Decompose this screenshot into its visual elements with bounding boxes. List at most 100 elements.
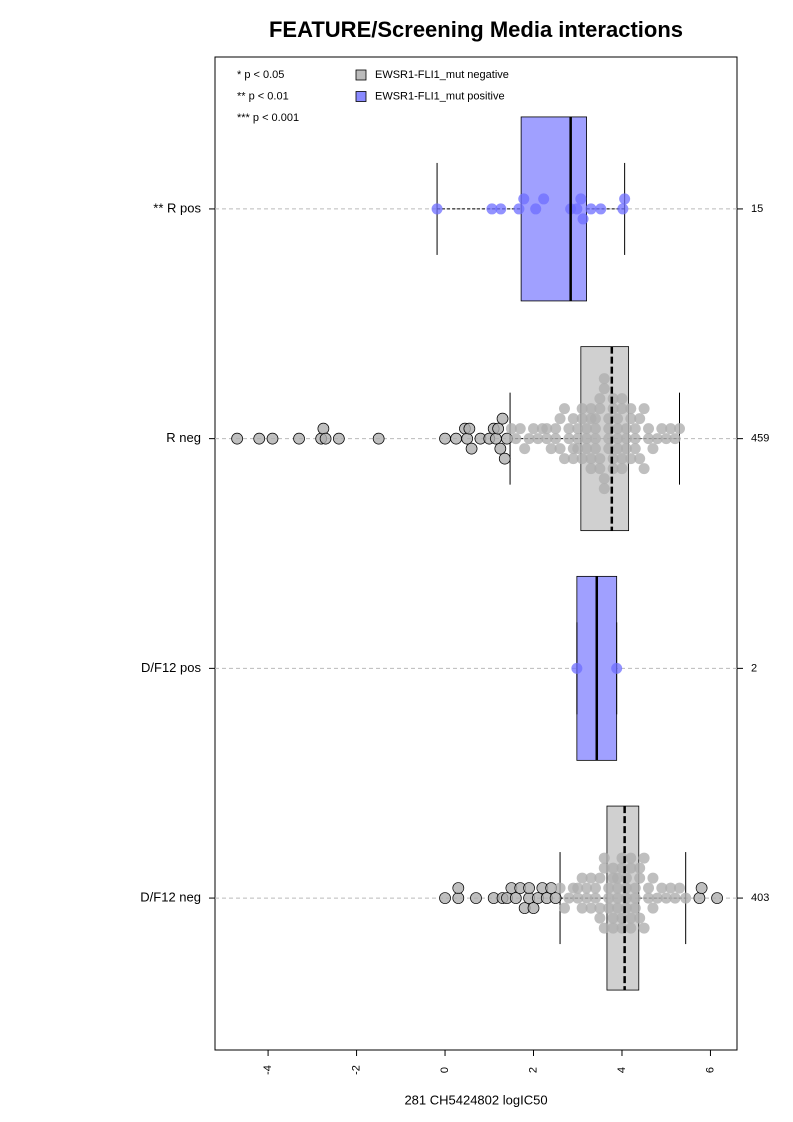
data-point	[576, 413, 588, 425]
legend-label: EWSR1-FLI1_mut negative	[375, 69, 509, 81]
data-point	[293, 432, 305, 445]
data-point	[581, 443, 593, 455]
data-point	[585, 872, 597, 884]
data-point	[439, 432, 451, 445]
data-point	[581, 433, 593, 445]
data-point	[656, 423, 668, 435]
data-point	[598, 383, 610, 395]
data-point	[607, 403, 619, 415]
data-point	[452, 892, 465, 904]
data-point	[563, 433, 575, 445]
data-point	[528, 423, 540, 435]
data-point	[486, 203, 498, 215]
data-point	[523, 882, 535, 894]
data-point	[509, 892, 522, 904]
data-point	[598, 373, 610, 385]
data-point	[589, 892, 601, 904]
data-point	[673, 882, 685, 894]
x-tick-label: 4	[616, 1067, 628, 1073]
data-point	[629, 423, 641, 435]
data-point	[571, 203, 583, 215]
data-point	[333, 432, 345, 445]
x-tick-label: -4	[262, 1065, 274, 1075]
data-point	[616, 453, 628, 465]
data-point	[372, 432, 385, 445]
data-point	[594, 403, 606, 415]
y-tick-label: D/F12 pos	[141, 660, 201, 675]
data-point	[563, 423, 575, 435]
data-point	[452, 882, 465, 894]
data-point	[669, 892, 681, 904]
data-point	[523, 433, 535, 445]
data-point	[558, 902, 570, 914]
data-point	[634, 872, 646, 884]
data-point	[665, 882, 677, 894]
data-point	[665, 423, 677, 435]
data-point	[612, 433, 624, 445]
data-point	[576, 453, 588, 465]
data-point	[695, 882, 708, 894]
data-point	[638, 403, 650, 415]
y-tick-label: ** R pos	[153, 200, 201, 215]
data-point	[494, 442, 507, 455]
data-point	[585, 403, 597, 415]
data-point	[625, 922, 637, 934]
data-point	[607, 393, 619, 405]
data-point	[612, 872, 624, 884]
data-point	[545, 443, 557, 455]
x-tick-label: 2	[527, 1067, 539, 1073]
data-point	[450, 432, 462, 445]
data-point	[490, 432, 502, 445]
data-point	[594, 393, 606, 405]
data-point	[638, 922, 650, 934]
data-point	[660, 433, 672, 445]
data-point	[598, 862, 610, 874]
data-point	[510, 433, 522, 445]
data-point	[711, 892, 723, 904]
data-point	[625, 862, 637, 874]
data-point	[558, 453, 570, 465]
data-point	[576, 902, 588, 914]
data-point	[492, 422, 504, 435]
legend-swatch	[355, 91, 367, 102]
data-point	[581, 882, 593, 894]
data-point	[612, 443, 624, 455]
plot-frame	[214, 56, 738, 1051]
data-point	[625, 912, 637, 924]
data-point	[607, 463, 619, 475]
data-point	[629, 902, 641, 914]
data-point	[625, 453, 637, 465]
data-point	[576, 403, 588, 415]
data-point	[647, 443, 659, 455]
data-point	[598, 473, 610, 485]
x-tick-label: 0	[439, 1067, 451, 1073]
data-point	[594, 872, 606, 884]
data-point	[643, 892, 655, 904]
data-point	[439, 892, 451, 904]
data-point	[619, 193, 631, 205]
data-point	[519, 443, 531, 455]
data-point	[496, 412, 509, 425]
data-point	[550, 423, 562, 435]
data-point	[638, 463, 650, 475]
data-point	[577, 213, 589, 225]
data-point	[643, 423, 655, 435]
data-point	[620, 443, 632, 455]
data-point	[554, 413, 566, 425]
data-point	[498, 452, 511, 465]
data-point	[505, 423, 517, 435]
data-point	[253, 432, 266, 445]
y-tick-label: D/F12 neg	[140, 890, 201, 905]
data-point	[572, 423, 584, 435]
data-point	[612, 902, 624, 914]
data-point	[266, 432, 279, 445]
data-point	[572, 443, 584, 455]
count-label: 459	[751, 433, 769, 445]
data-point	[563, 892, 575, 904]
data-point	[550, 433, 562, 445]
data-point	[470, 892, 482, 904]
data-point	[538, 193, 550, 205]
data-point	[607, 922, 619, 934]
data-point	[612, 423, 624, 435]
data-point	[680, 892, 692, 904]
